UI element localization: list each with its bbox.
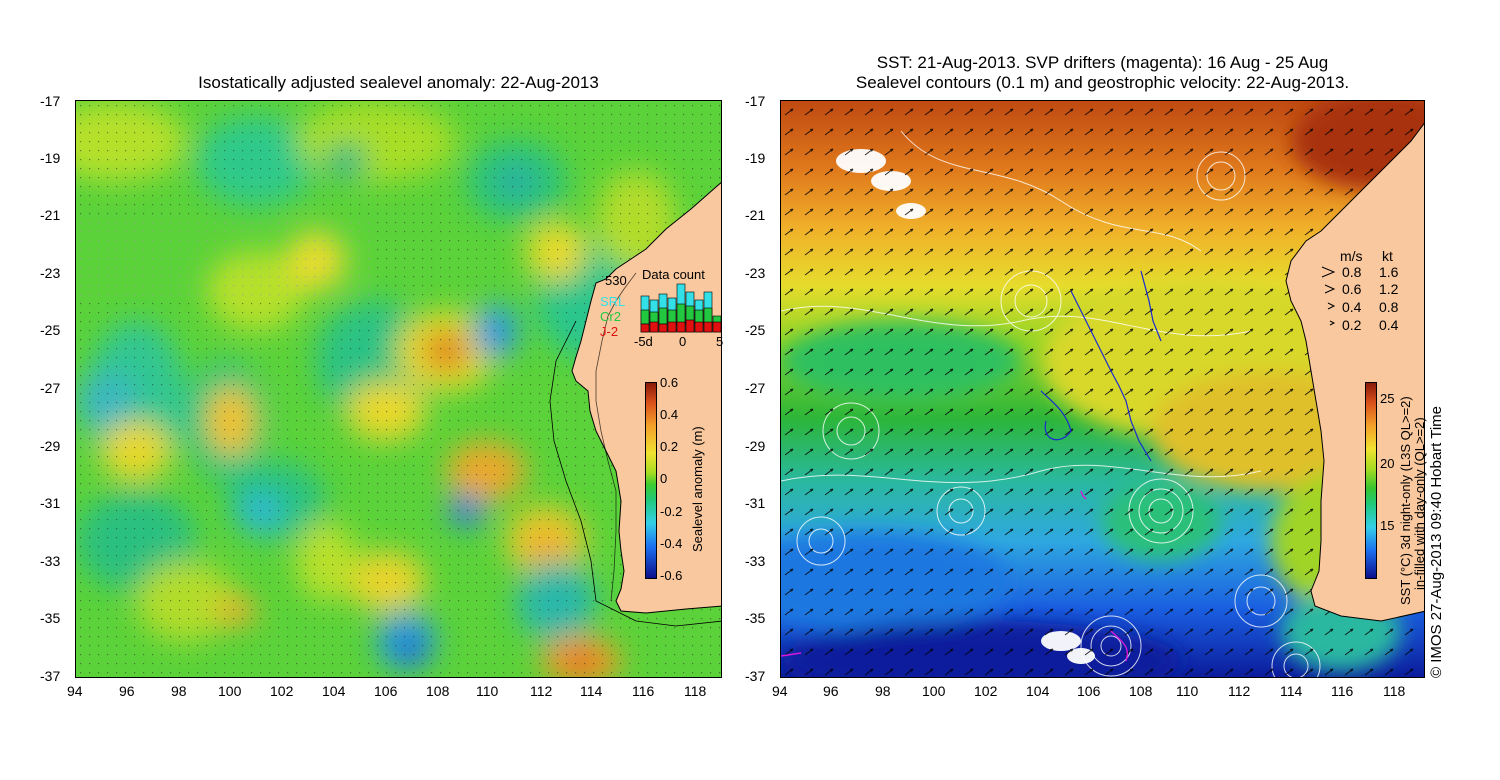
lon-tick: 102 [270, 683, 294, 699]
australia-landmass [1285, 122, 1424, 622]
lat-tick: -27 [40, 380, 61, 396]
colorbar-tick: 0.4 [660, 407, 679, 422]
lon-tick: 94 [67, 683, 83, 699]
velocity-legend-ms: 0.6 [1342, 281, 1362, 297]
velocity-legend-header-ms: m/s [1340, 248, 1363, 264]
lon-tick: 96 [119, 683, 135, 699]
colorbar-tick: -0.4 [660, 536, 683, 551]
sst-field [781, 101, 1424, 677]
right-map-title-line2: Sealevel contours (0.1 m) and geostrophi… [855, 73, 1350, 92]
lon-tick: 112 [1228, 683, 1251, 699]
lat-tick: -37 [745, 668, 766, 684]
lat-tick: -25 [40, 322, 61, 338]
imos-credit: © IMOS 27-Aug-2013 09:40 Hobart Time [1428, 405, 1445, 678]
lat-tick: -29 [745, 438, 766, 454]
colorbar-tick: -0.2 [660, 504, 683, 519]
velocity-legend-ms: 0.8 [1342, 264, 1362, 280]
lat-tick: -21 [40, 207, 61, 223]
sst-map [780, 100, 1425, 678]
velocity-legend-ms: 0.2 [1342, 317, 1362, 333]
sst-colorbar-label-line1: SST (°C) 3d night-only (L3S QL>=2) [1398, 396, 1413, 605]
lon-tick: 108 [426, 683, 450, 699]
sealevel-anomaly-field [76, 101, 721, 677]
lat-tick: -25 [745, 322, 766, 338]
lat-tick: -27 [745, 380, 766, 396]
legend-j2: J-2 [600, 324, 619, 339]
lon-tick: 100 [218, 683, 242, 699]
data-count-bars [640, 283, 722, 333]
lon-tick: 100 [922, 683, 946, 699]
right-map-title-line1: SST: 21-Aug-2013. SVP drifters (magenta)… [876, 53, 1329, 72]
velocity-legend-ms: 0.4 [1342, 299, 1362, 315]
lat-tick: -19 [40, 150, 61, 166]
data-count-xtick: -5d [634, 334, 653, 349]
lon-tick: 116 [632, 683, 655, 699]
lat-tick: -21 [745, 207, 766, 223]
data-count-title: Data count [642, 267, 705, 282]
colorbar-tick: 0.6 [660, 375, 679, 390]
lat-tick: -33 [745, 553, 766, 569]
lat-tick: -17 [40, 93, 61, 109]
data-count-max: 530 [605, 273, 627, 288]
lat-tick: -33 [40, 553, 61, 569]
sst-colorbar-ramp [1365, 382, 1377, 579]
sst-colorbar-tick: 25 [1380, 391, 1395, 406]
lon-tick: 106 [1077, 683, 1101, 699]
left-map-title: Isostatically adjusted sealevel anomaly:… [198, 73, 599, 92]
lon-tick: 110 [1176, 683, 1199, 699]
lon-tick: 104 [1026, 683, 1050, 699]
lon-tick: 118 [1383, 683, 1406, 699]
lat-tick: -29 [40, 438, 61, 454]
sst-colorbar-label-line2: in-filled with day-only (QL>=2) [1412, 417, 1427, 590]
lon-tick: 108 [1129, 683, 1153, 699]
lat-tick: -31 [40, 495, 61, 511]
sst-colorbar-tick: 15 [1380, 518, 1395, 533]
legend-srl: SRL [600, 294, 626, 309]
lon-tick: 96 [823, 683, 839, 699]
lon-tick: 102 [974, 683, 998, 699]
colorbar-tick: 0.2 [660, 439, 679, 454]
lat-tick: -35 [40, 610, 61, 626]
lat-tick: -37 [40, 668, 61, 684]
lat-tick: -35 [745, 610, 766, 626]
lon-tick: 110 [476, 683, 499, 699]
lon-tick: 112 [530, 683, 553, 699]
velocity-legend-arrows [1321, 266, 1336, 326]
data-count-xtick: 0 [679, 334, 687, 349]
data-count-xtick: 5 [716, 334, 724, 349]
lon-tick: 114 [1280, 683, 1303, 699]
velocity-legend-kt: 0.8 [1379, 299, 1399, 315]
lat-tick: -23 [745, 265, 766, 281]
lat-tick: -31 [745, 495, 766, 511]
sealevel-anomaly-map [75, 100, 722, 678]
lon-tick: 106 [374, 683, 398, 699]
lat-tick: -17 [745, 93, 766, 109]
legend-cr2: Cr2 [600, 309, 621, 324]
colorbar-tick: -0.6 [660, 568, 683, 583]
colorbar-tick: 0 [660, 471, 668, 486]
lon-tick: 98 [875, 683, 891, 699]
lon-tick: 118 [684, 683, 707, 699]
lon-tick: 98 [171, 683, 187, 699]
lon-tick: 104 [322, 683, 346, 699]
sealevel-colorbar-ramp [645, 382, 657, 579]
sealevel-colorbar-label: Sealevel anomaly (m) [690, 426, 705, 552]
lon-tick: 116 [1331, 683, 1354, 699]
velocity-legend-kt: 0.4 [1379, 317, 1399, 333]
lon-tick: 94 [772, 683, 788, 699]
velocity-legend-kt: 1.6 [1379, 264, 1399, 280]
lat-tick: -23 [40, 265, 61, 281]
drifter-tracks [1040, 270, 1162, 462]
velocity-legend-kt: 1.2 [1379, 281, 1399, 297]
lat-tick: -19 [745, 150, 766, 166]
sst-colorbar-tick: 20 [1380, 456, 1395, 471]
lon-tick: 114 [580, 683, 603, 699]
velocity-legend-header-kt: kt [1382, 248, 1393, 264]
